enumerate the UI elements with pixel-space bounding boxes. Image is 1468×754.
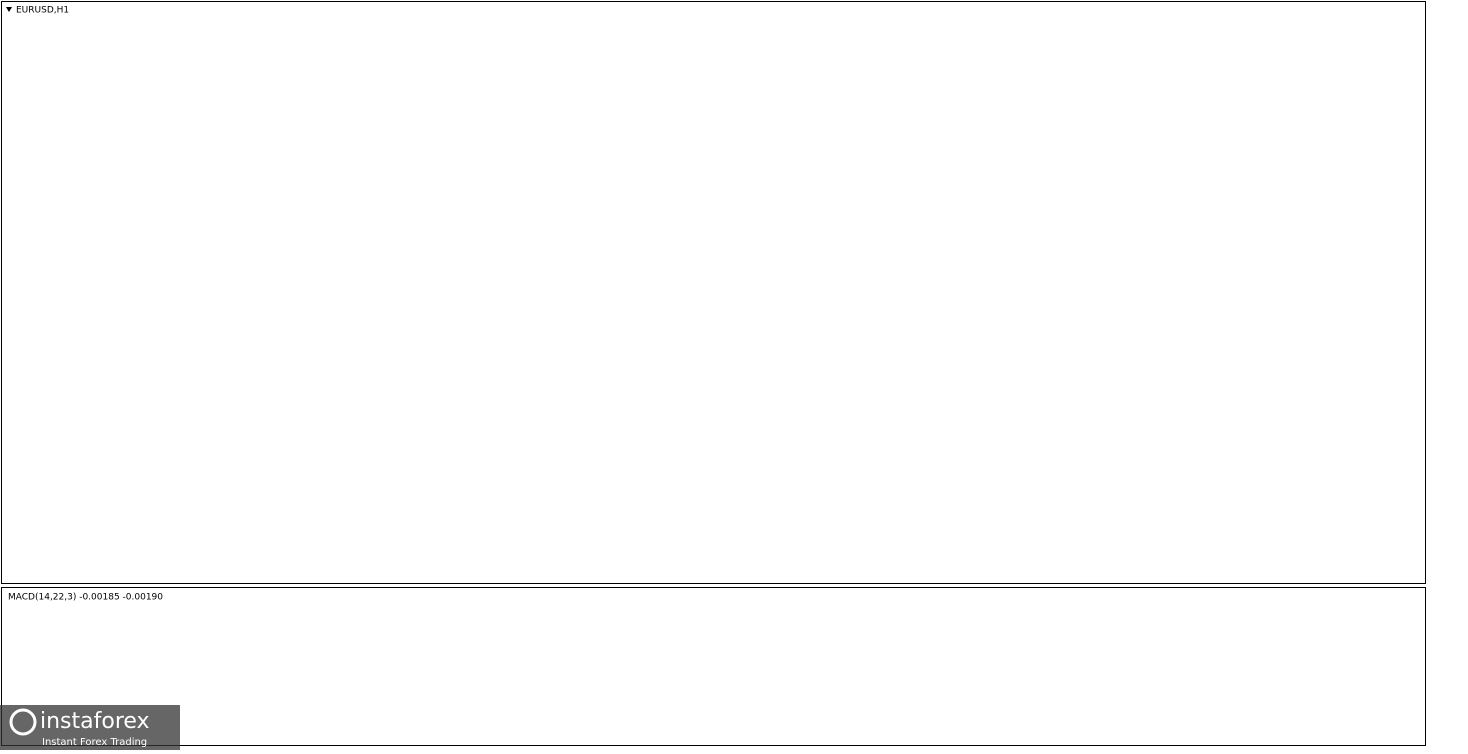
watermark-brand: instaforex: [40, 709, 150, 734]
symbol-menu-arrow: [6, 7, 12, 12]
macd-label: MACD(14,22,3) -0.00185 -0.00190: [8, 593, 163, 603]
watermark-logo: [9, 708, 37, 736]
chart-title: EURUSD,H1: [16, 6, 69, 16]
macd-panel-frame: [1, 587, 1426, 746]
price-panel-frame: [1, 1, 1426, 584]
watermark-tagline: Instant Forex Trading: [42, 737, 147, 748]
